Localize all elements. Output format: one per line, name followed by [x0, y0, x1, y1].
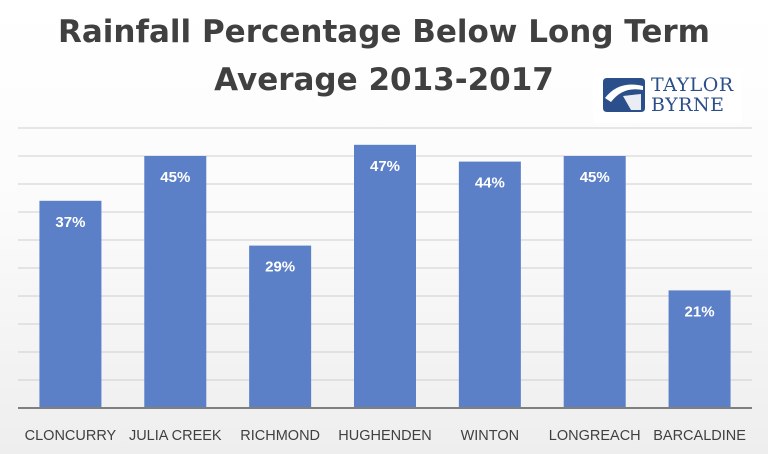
data-label: 44%: [475, 175, 505, 192]
data-labels: 37% 45% 29% 47% 44% 45% 21%: [55, 158, 714, 321]
bar-longreach: [563, 156, 626, 408]
logo-line-1: TAYLOR: [651, 74, 734, 96]
taylor-byrne-logo: TAYLOR BYRNE: [593, 68, 742, 123]
category-label: HUGHENDEN: [338, 428, 431, 444]
data-label: 29%: [265, 259, 295, 276]
bar-barcaldine: [668, 290, 731, 408]
data-label: 45%: [580, 169, 610, 186]
logo-mark-icon: [603, 78, 645, 112]
data-label: 45%: [160, 169, 190, 186]
chart-title-line-2: Average 2013-2017: [214, 62, 554, 98]
category-label: JULIA CREEK: [129, 428, 222, 444]
category-label: RICHMOND: [240, 428, 320, 444]
category-label: CLONCURRY: [25, 428, 117, 444]
data-label: 47%: [370, 158, 400, 175]
bar-richmond: [249, 245, 312, 408]
bar-julia-creek: [144, 156, 207, 408]
logo-line-2: BYRNE: [651, 94, 725, 116]
chart-title: Rainfall Percentage Below Long Term Aver…: [0, 8, 768, 104]
category-labels: CLONCURRY JULIA CREEK RICHMOND HUGHENDEN WIN…: [25, 428, 747, 444]
bar-winton: [458, 161, 521, 408]
data-label: 21%: [685, 303, 715, 320]
chart-title-line-1: Rainfall Percentage Below Long Term: [58, 14, 710, 50]
data-label: 37%: [55, 214, 85, 231]
category-label: WINTON: [461, 428, 520, 444]
bar-hughenden: [354, 144, 416, 409]
bars: [39, 144, 731, 409]
bar-cloncurry: [39, 200, 102, 408]
category-label: BARCALDINE: [653, 428, 746, 444]
category-label: LONGREACH: [549, 428, 641, 444]
